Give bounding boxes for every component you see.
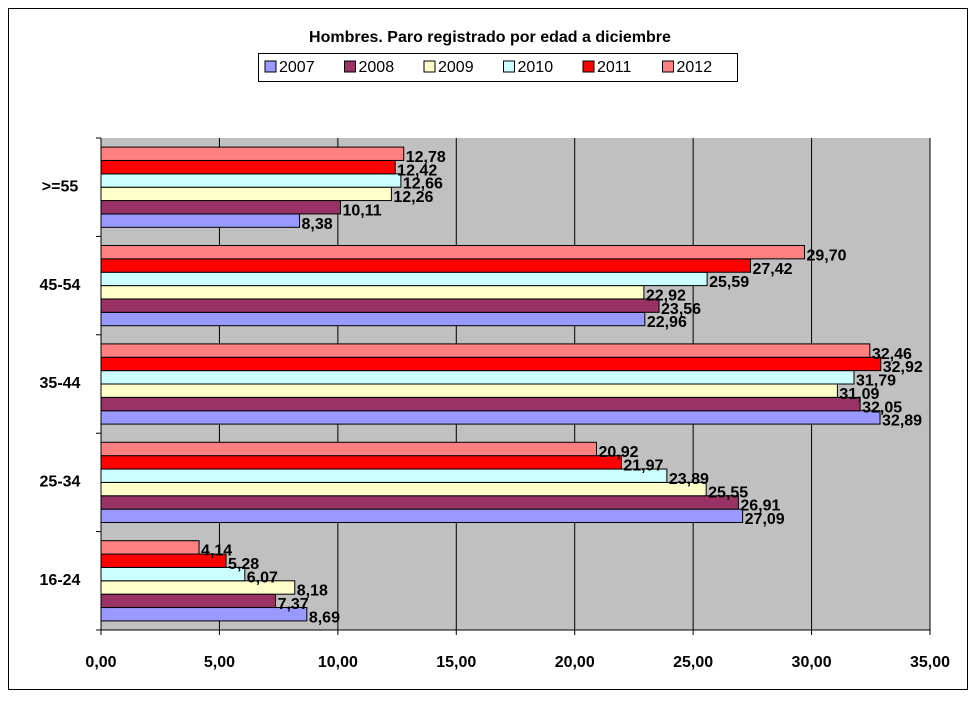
data-label: 21,97 <box>623 458 663 475</box>
data-label: 20,92 <box>599 444 639 461</box>
x-tick-label: 30,00 <box>792 654 832 671</box>
y-tick-label: 25-34 <box>40 474 81 491</box>
data-label: 6,07 <box>247 569 278 586</box>
bar <box>100 186 392 202</box>
legend-swatch <box>264 60 277 73</box>
legend-label: 2010 <box>518 59 554 76</box>
x-tick-label: 10,00 <box>318 654 358 671</box>
data-label: 31,79 <box>856 373 896 390</box>
data-label: 25,59 <box>709 274 749 291</box>
data-label: 8,38 <box>301 216 332 233</box>
data-label: 12,42 <box>397 162 437 179</box>
data-label: 26,91 <box>740 498 780 515</box>
x-tick-label: 35,00 <box>910 654 950 671</box>
y-tick-label: 35-44 <box>40 375 81 392</box>
bar <box>100 271 708 287</box>
legend-box <box>258 53 738 82</box>
legend-swatch <box>582 60 595 73</box>
bar <box>100 245 805 260</box>
legend-label: 2012 <box>677 59 713 76</box>
data-label: 5,28 <box>228 556 259 573</box>
chart-title: Hombres. Paro registrado por edad a dici… <box>309 29 671 46</box>
x-tick-label: 0,00 <box>85 654 116 671</box>
data-label: 32,89 <box>882 413 922 430</box>
bar <box>100 298 660 313</box>
data-label: 32,05 <box>862 399 902 416</box>
y-tick-label: >=55 <box>42 178 79 195</box>
data-label: 22,92 <box>646 288 686 305</box>
data-label: 10,11 <box>342 202 381 219</box>
data-label: 8,69 <box>309 609 340 626</box>
bar <box>100 455 622 470</box>
bar <box>100 593 277 609</box>
legend-swatch <box>662 60 674 73</box>
bar <box>100 159 396 175</box>
bar <box>100 213 300 228</box>
data-label: 29,70 <box>806 247 846 264</box>
data-label: 23,89 <box>669 471 709 488</box>
bar <box>100 356 882 372</box>
data-label: 32,92 <box>883 359 923 376</box>
data-label: 25,55 <box>708 484 748 501</box>
bar <box>100 311 646 327</box>
legend-swatch <box>344 60 356 73</box>
bar <box>100 495 739 510</box>
data-label: 31,09 <box>839 386 879 403</box>
bar <box>100 383 838 398</box>
x-tick-label: 20,00 <box>555 654 595 671</box>
bar <box>100 468 668 483</box>
data-label: 7,37 <box>278 596 309 613</box>
bar <box>100 441 598 457</box>
y-tick-label: 16-24 <box>40 572 81 589</box>
data-label: 32,46 <box>872 346 912 363</box>
bar <box>100 540 200 555</box>
bar <box>100 566 246 582</box>
data-label: 12,78 <box>406 149 446 166</box>
bar <box>100 481 707 497</box>
legend-label: 2011 <box>597 59 632 76</box>
legend-label: 2008 <box>359 59 395 76</box>
data-label: 27,42 <box>752 261 792 278</box>
bar <box>100 146 405 161</box>
bar <box>100 370 855 385</box>
data-label: 22,96 <box>647 314 687 331</box>
data-label: 27,09 <box>745 511 785 528</box>
y-tick-label: 45-54 <box>40 277 81 294</box>
legend-swatch <box>503 60 515 73</box>
bar <box>100 258 751 273</box>
data-label: 4,14 <box>201 543 232 560</box>
bar <box>100 285 645 300</box>
data-label: 8,18 <box>297 583 328 600</box>
bar <box>100 200 341 215</box>
bar <box>100 410 881 425</box>
data-label: 12,26 <box>393 189 433 206</box>
x-tick-label: 25,00 <box>673 654 713 671</box>
legend-label: 2009 <box>438 59 474 76</box>
legend-swatch <box>423 60 436 73</box>
bar <box>100 343 871 358</box>
legend-label: 2007 <box>279 59 315 76</box>
x-tick-label: 5,00 <box>204 654 235 671</box>
bar <box>100 508 744 523</box>
bar <box>100 173 402 188</box>
data-label: 12,66 <box>403 176 443 193</box>
bar <box>100 396 861 412</box>
bar <box>100 607 308 622</box>
data-label: 23,56 <box>661 301 701 318</box>
x-tick-label: 15,00 <box>436 654 476 671</box>
